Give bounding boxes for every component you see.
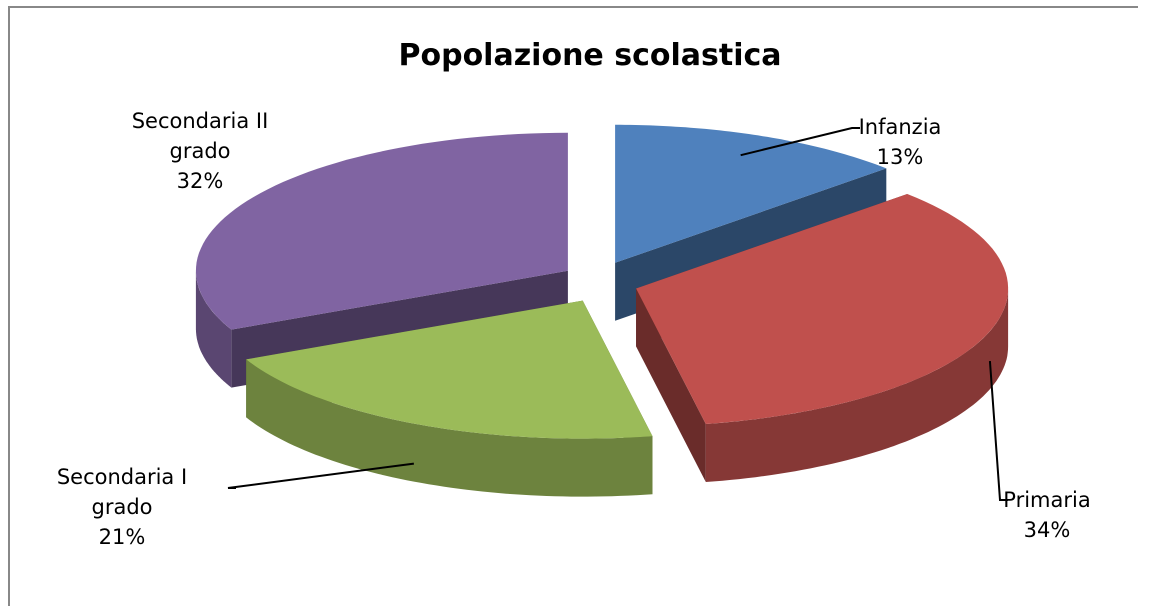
chart-frame [8,6,1138,606]
slice-side [636,288,706,482]
label-group: Primaria 34% [962,485,1132,545]
slice [615,124,887,263]
leader-line [988,361,1008,501]
slice [246,300,653,439]
label-group: Infanzia 13% [815,112,985,172]
slice-label: Primaria [1003,488,1091,512]
slice [195,132,568,330]
slice-label: Infanzia [858,115,942,139]
label-group: Secondaria II grado 32% [115,106,285,196]
value-label: 13% [876,145,924,169]
chart-title: Popolazione scolastica [398,38,782,73]
value-label: 21% [98,525,146,549]
leader-line [227,462,414,489]
slice-label: Secondaria I grado [56,465,188,519]
slice-wall [195,270,232,388]
value-label: 32% [176,169,224,193]
slice-wall [705,288,1009,482]
slice [636,194,1009,424]
slice-label: Secondaria II grado [131,109,269,163]
label-group: Secondaria I grado 21% [37,462,207,552]
slice-wall [246,359,653,497]
leader-line [740,127,860,157]
value-label: 34% [1023,518,1071,542]
